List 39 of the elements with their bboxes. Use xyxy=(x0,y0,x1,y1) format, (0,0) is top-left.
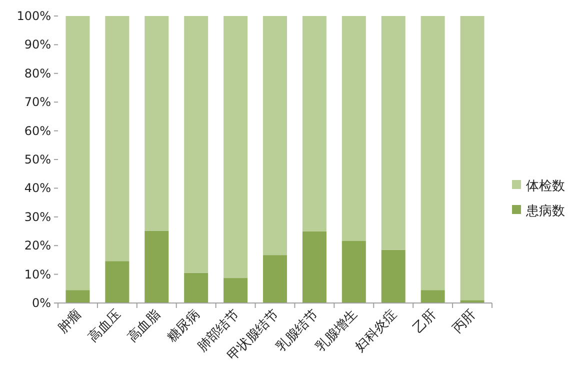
x-tick-label: 肿瘤 xyxy=(54,306,85,336)
bar xyxy=(420,290,445,303)
bar xyxy=(184,16,208,273)
bar xyxy=(105,16,130,262)
bar xyxy=(66,290,90,303)
y-tick-label: 90% xyxy=(24,38,51,52)
x-tick-label: 丙肝 xyxy=(450,307,480,336)
bar xyxy=(302,16,326,232)
bar xyxy=(144,230,169,303)
bar xyxy=(184,272,208,303)
y-tick-label: 70% xyxy=(24,95,51,110)
y-tick-label: 0% xyxy=(32,296,51,310)
bar xyxy=(381,16,406,250)
y-tick-label: 50% xyxy=(24,152,51,166)
bar xyxy=(105,261,130,303)
x-tick-label: 高血压 xyxy=(85,306,124,346)
y-tick-label: 60% xyxy=(24,124,51,138)
legend-label: 体检数 xyxy=(526,179,565,194)
bar xyxy=(263,16,287,256)
bar xyxy=(302,231,326,303)
x-tick-label: 乙肝 xyxy=(410,307,440,336)
y-tick-label: 30% xyxy=(24,210,51,224)
y-tick-label: 20% xyxy=(24,238,51,253)
bar xyxy=(224,16,248,278)
bar xyxy=(263,255,287,303)
legend-label: 患病数 xyxy=(525,204,565,219)
y-tick-label: 80% xyxy=(24,66,51,80)
y-tick-label: 100% xyxy=(16,9,51,23)
y-tick-label: 10% xyxy=(24,267,51,282)
bar xyxy=(224,278,248,303)
bar xyxy=(144,16,169,231)
y-tick-label: 40% xyxy=(24,181,51,196)
x-tick-label: 高血脂 xyxy=(124,306,164,346)
bar xyxy=(381,250,406,303)
bar xyxy=(342,16,366,242)
bar xyxy=(342,241,366,303)
bar xyxy=(66,16,90,290)
bar xyxy=(460,16,484,300)
bar xyxy=(420,16,445,290)
